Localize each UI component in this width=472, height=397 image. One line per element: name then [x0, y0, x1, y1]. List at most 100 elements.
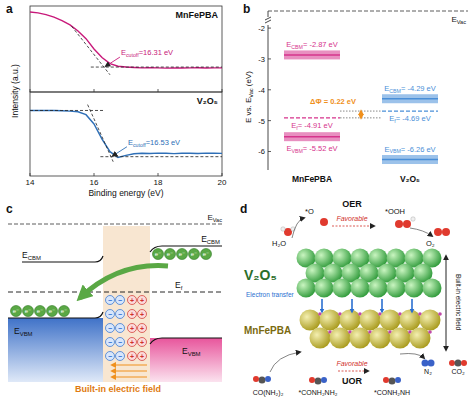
- species-label: CO(NH₂)₂: [253, 389, 284, 397]
- y-tick-label: -3: [258, 55, 265, 64]
- mnfepba-atom: [310, 328, 331, 349]
- panel-label: a: [6, 2, 13, 16]
- x-tick: [222, 173, 223, 176]
- transfer-arrow: [80, 266, 168, 298]
- fit-line: [30, 110, 104, 111]
- electron: [47, 306, 58, 317]
- mnfepba-atom: [420, 310, 441, 331]
- mnfepba-atom: [330, 328, 351, 349]
- electron-label: e⁻: [61, 308, 68, 314]
- vbm-label: EVBM: [182, 346, 201, 357]
- dopant-dot: [428, 330, 432, 334]
- plot-frame: [30, 6, 222, 92]
- molecule-atom: [281, 227, 285, 231]
- y-tick: [268, 58, 271, 59]
- vbm-band: [284, 132, 340, 141]
- charge-sign: +: [130, 297, 134, 304]
- negative-charge: [106, 296, 115, 305]
- charge-sign: +: [140, 325, 144, 332]
- annotation: Ecutoff=16.53 eV: [128, 138, 180, 148]
- charge-sign: +: [140, 297, 144, 304]
- electron-label: e⁻: [37, 308, 44, 314]
- dopant-dot: [438, 312, 442, 316]
- cbm-label: ECBM: [22, 250, 41, 261]
- chart-title: MnFePBA: [176, 10, 219, 20]
- molecule-atom: [403, 220, 411, 228]
- electron-label: e⁻: [13, 308, 20, 314]
- y-tick-label: -6: [258, 147, 265, 156]
- molecule-atom: [389, 378, 396, 385]
- species-label: *O: [305, 207, 314, 216]
- negative-charge: [116, 310, 125, 319]
- reaction-arrow: [270, 352, 300, 372]
- label-rest: =16.53 eV: [146, 138, 180, 147]
- fit-line: [91, 67, 222, 68]
- label-rest: = -2.87 eV: [303, 40, 338, 49]
- left-valence-fill: [8, 318, 103, 382]
- x-tick: [158, 89, 159, 92]
- positive-charge: [138, 296, 147, 305]
- charge-sign: −: [108, 311, 112, 318]
- electron: [59, 306, 70, 317]
- negative-charge: [116, 324, 125, 333]
- label-sub: VBM: [20, 331, 33, 337]
- cbm-band: [284, 50, 340, 59]
- positive-charge: [128, 352, 137, 361]
- x-tick: [222, 89, 223, 92]
- spectrum-line: [30, 110, 222, 157]
- label-rest: = -4.69 eV: [396, 114, 431, 123]
- mnfepba-atom: [300, 310, 321, 331]
- molecule-atom: [449, 360, 455, 366]
- positive-charge: [138, 324, 147, 333]
- vacuum-line: [268, 11, 468, 12]
- field-arrow: [112, 377, 147, 378]
- vbm-band: [382, 155, 438, 164]
- vacuum-line: [8, 224, 222, 225]
- y-axis-label: Intensity (a.u.): [10, 64, 20, 118]
- molecule-atom: [411, 217, 415, 221]
- mnfepba-atom: [390, 328, 411, 349]
- vbm-label: EVBM= -5.52 eV: [286, 144, 337, 154]
- label-sub: CBM: [389, 88, 401, 94]
- v2o5-atom: [315, 279, 334, 298]
- molecule-atom: [320, 218, 328, 226]
- fermi-level: [284, 117, 340, 118]
- electron-label: e⁻: [191, 251, 198, 257]
- x-tick-label: 16: [90, 178, 99, 187]
- label-sub: VBM: [291, 148, 302, 154]
- mnfepba-atom: [350, 328, 371, 349]
- fermi-label: Ef= -4.69 eV: [389, 114, 430, 124]
- charge-sign: +: [130, 325, 134, 332]
- electron-label: e⁻: [167, 251, 174, 257]
- panel-label: b: [243, 2, 250, 16]
- molecule-atom: [428, 360, 435, 367]
- favorable-arrow: [338, 371, 368, 372]
- charge-sign: −: [108, 353, 112, 360]
- fermi-line: [8, 292, 222, 293]
- field-label: Built-in electric field: [455, 274, 462, 330]
- molecule-atom: [253, 376, 259, 382]
- molecule-atom: [315, 378, 322, 385]
- negative-charge: [106, 338, 115, 347]
- molecule-atom: [442, 228, 450, 236]
- material-label: V₂O₅: [400, 174, 420, 184]
- delta-phi-label: ΔΦ = 0.22 eV: [310, 97, 356, 106]
- x-tick: [94, 89, 95, 92]
- label-rest: = -4.91 eV: [298, 121, 333, 130]
- y-tick: [268, 89, 271, 90]
- v2o5-atom: [405, 279, 424, 298]
- electron: [189, 249, 200, 260]
- label-rest: =16.31 eV: [139, 48, 173, 57]
- axis-break: [265, 17, 271, 20]
- species-label: CO₂: [451, 368, 465, 375]
- label-main: E vs. E: [244, 98, 253, 123]
- label-sub: VBM: [188, 351, 201, 357]
- species-label: H₂O: [272, 239, 286, 248]
- v2o5-atom: [333, 279, 352, 298]
- y-tick: [268, 28, 271, 29]
- reaction-arrow: [410, 228, 432, 236]
- charge-sign: +: [140, 353, 144, 360]
- electron: [153, 249, 164, 260]
- x-tick-label: 14: [26, 178, 35, 187]
- series-group: [30, 105, 222, 162]
